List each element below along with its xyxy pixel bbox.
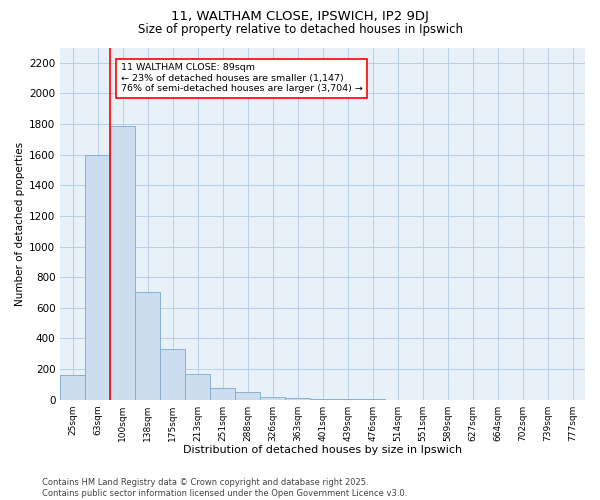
Bar	[160, 349, 185, 400]
Bar	[185, 374, 210, 400]
Bar	[285, 398, 310, 400]
Bar	[135, 292, 160, 400]
Bar	[235, 392, 260, 400]
Bar	[60, 375, 85, 400]
Bar	[335, 399, 360, 400]
X-axis label: Distribution of detached houses by size in Ipswich: Distribution of detached houses by size …	[183, 445, 462, 455]
Bar	[360, 399, 385, 400]
Text: 11 WALTHAM CLOSE: 89sqm
← 23% of detached houses are smaller (1,147)
76% of semi: 11 WALTHAM CLOSE: 89sqm ← 23% of detache…	[121, 64, 362, 93]
Bar	[310, 399, 335, 400]
Bar	[110, 126, 135, 400]
Bar	[85, 154, 110, 400]
Text: Contains HM Land Registry data © Crown copyright and database right 2025.
Contai: Contains HM Land Registry data © Crown c…	[42, 478, 407, 498]
Text: 11, WALTHAM CLOSE, IPSWICH, IP2 9DJ: 11, WALTHAM CLOSE, IPSWICH, IP2 9DJ	[171, 10, 429, 23]
Bar	[210, 388, 235, 400]
Bar	[260, 396, 285, 400]
Text: Size of property relative to detached houses in Ipswich: Size of property relative to detached ho…	[137, 22, 463, 36]
Y-axis label: Number of detached properties: Number of detached properties	[15, 142, 25, 306]
